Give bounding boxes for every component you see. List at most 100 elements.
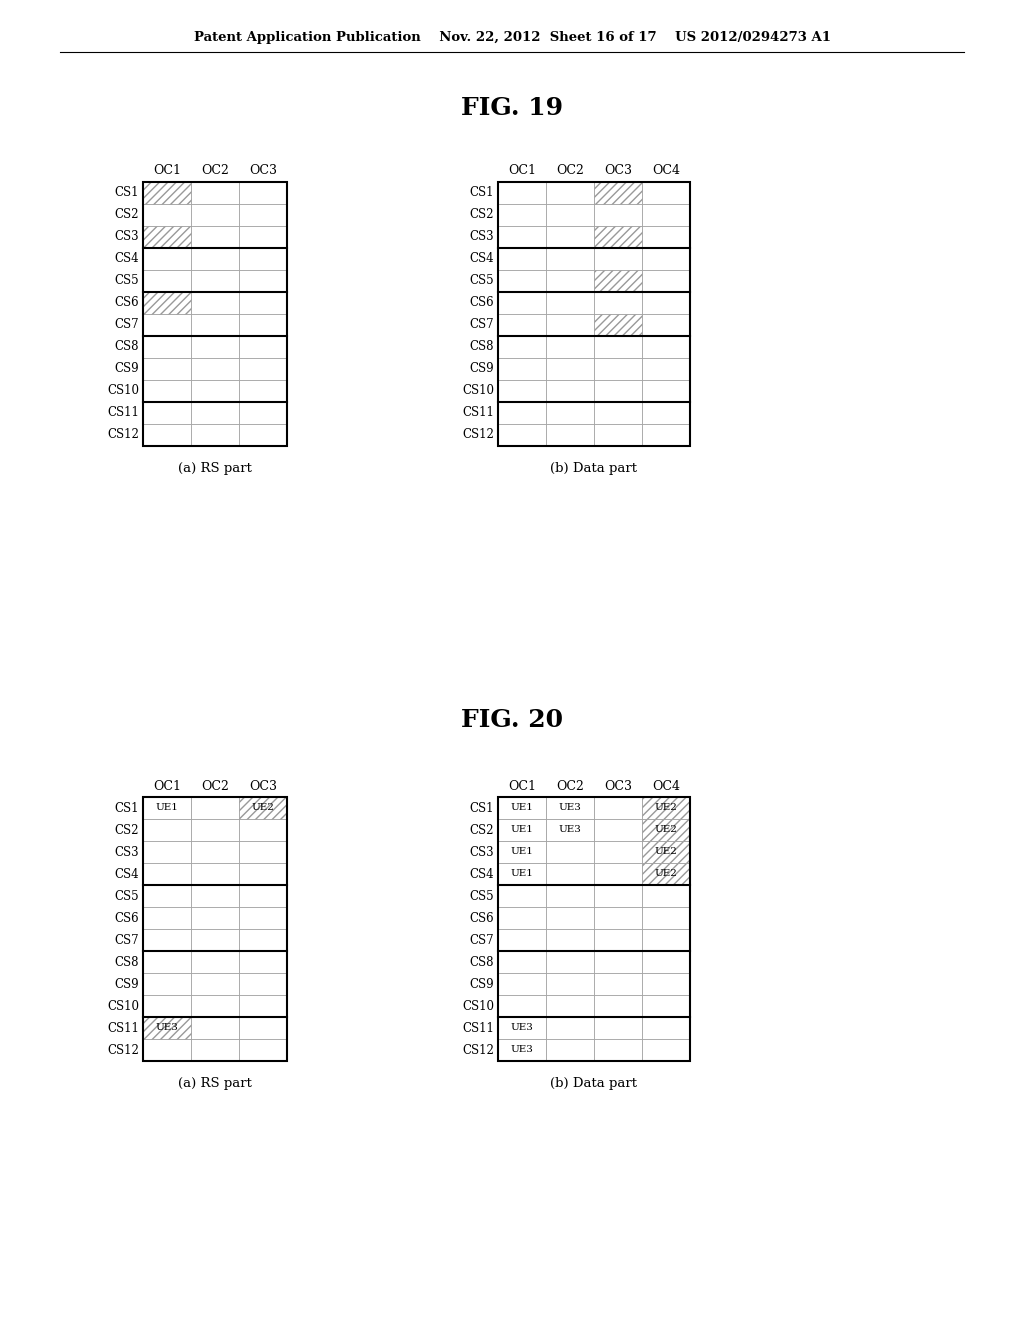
Bar bbox=[239, 271, 287, 292]
Bar bbox=[546, 841, 594, 863]
Bar bbox=[143, 358, 191, 380]
Bar bbox=[594, 884, 642, 907]
Bar bbox=[191, 271, 239, 292]
Text: OC3: OC3 bbox=[249, 780, 278, 792]
Bar bbox=[191, 907, 239, 929]
Bar bbox=[143, 248, 191, 271]
Bar bbox=[143, 929, 191, 950]
Bar bbox=[498, 424, 546, 446]
Bar bbox=[143, 380, 191, 403]
Bar bbox=[498, 907, 546, 929]
Bar bbox=[143, 226, 191, 248]
Bar bbox=[546, 863, 594, 884]
Bar bbox=[498, 884, 546, 907]
Bar bbox=[594, 271, 642, 292]
Bar bbox=[498, 182, 690, 446]
Text: CS1: CS1 bbox=[115, 801, 139, 814]
Text: CS12: CS12 bbox=[108, 429, 139, 441]
Bar bbox=[143, 950, 191, 973]
Text: OC4: OC4 bbox=[652, 780, 680, 792]
Bar bbox=[143, 337, 191, 358]
Bar bbox=[143, 841, 191, 863]
Text: UE2: UE2 bbox=[654, 825, 678, 834]
Bar bbox=[498, 818, 546, 841]
Bar bbox=[143, 292, 191, 314]
Bar bbox=[594, 182, 642, 205]
Text: (a) RS part: (a) RS part bbox=[178, 462, 252, 475]
Bar bbox=[239, 841, 287, 863]
Text: OC2: OC2 bbox=[556, 165, 584, 177]
Bar bbox=[239, 797, 287, 818]
Bar bbox=[239, 907, 287, 929]
Bar bbox=[143, 292, 191, 314]
Text: CS10: CS10 bbox=[462, 384, 494, 397]
Bar bbox=[594, 929, 642, 950]
Text: CS12: CS12 bbox=[462, 1044, 494, 1056]
Bar bbox=[642, 292, 690, 314]
Bar bbox=[191, 182, 239, 205]
Bar bbox=[143, 314, 191, 337]
Text: CS9: CS9 bbox=[115, 363, 139, 375]
Bar bbox=[191, 973, 239, 995]
Bar bbox=[191, 929, 239, 950]
Bar bbox=[642, 205, 690, 226]
Bar bbox=[546, 950, 594, 973]
Bar bbox=[498, 337, 546, 358]
Text: CS1: CS1 bbox=[469, 801, 494, 814]
Text: UE3: UE3 bbox=[156, 1023, 178, 1032]
Bar bbox=[239, 884, 287, 907]
Text: CS10: CS10 bbox=[462, 999, 494, 1012]
Bar bbox=[594, 337, 642, 358]
Bar bbox=[594, 818, 642, 841]
Text: UE2: UE2 bbox=[654, 847, 678, 857]
Bar bbox=[239, 973, 287, 995]
Bar bbox=[191, 797, 239, 818]
Text: OC1: OC1 bbox=[508, 165, 536, 177]
Bar bbox=[546, 226, 594, 248]
Bar bbox=[191, 314, 239, 337]
Bar bbox=[498, 841, 546, 863]
Text: CS11: CS11 bbox=[108, 1022, 139, 1035]
Bar bbox=[546, 248, 594, 271]
Bar bbox=[239, 995, 287, 1016]
Bar bbox=[191, 248, 239, 271]
Bar bbox=[498, 182, 546, 205]
Text: CS3: CS3 bbox=[115, 231, 139, 243]
Text: OC4: OC4 bbox=[652, 165, 680, 177]
Bar bbox=[642, 182, 690, 205]
Text: CS3: CS3 bbox=[469, 846, 494, 858]
Bar bbox=[239, 292, 287, 314]
Text: UE1: UE1 bbox=[511, 825, 534, 834]
Text: UE2: UE2 bbox=[654, 870, 678, 879]
Bar bbox=[594, 1016, 642, 1039]
Bar bbox=[498, 1039, 546, 1061]
Bar bbox=[546, 271, 594, 292]
Bar bbox=[594, 271, 642, 292]
Bar bbox=[498, 797, 690, 1061]
Bar bbox=[642, 403, 690, 424]
Bar bbox=[143, 973, 191, 995]
Bar bbox=[642, 863, 690, 884]
Bar bbox=[239, 182, 287, 205]
Bar bbox=[642, 929, 690, 950]
Bar bbox=[191, 1016, 239, 1039]
Text: CS9: CS9 bbox=[469, 363, 494, 375]
Bar bbox=[239, 358, 287, 380]
Bar bbox=[642, 380, 690, 403]
Bar bbox=[546, 797, 594, 818]
Bar bbox=[239, 863, 287, 884]
Bar bbox=[546, 907, 594, 929]
Bar bbox=[594, 380, 642, 403]
Text: (b) Data part: (b) Data part bbox=[551, 462, 638, 475]
Bar bbox=[546, 403, 594, 424]
Bar bbox=[594, 973, 642, 995]
Text: CS6: CS6 bbox=[115, 912, 139, 924]
Bar bbox=[594, 314, 642, 337]
Bar bbox=[546, 424, 594, 446]
Bar bbox=[191, 818, 239, 841]
Bar bbox=[143, 226, 191, 248]
Bar bbox=[546, 797, 594, 818]
Bar bbox=[239, 205, 287, 226]
Bar bbox=[594, 907, 642, 929]
Bar bbox=[498, 863, 546, 884]
